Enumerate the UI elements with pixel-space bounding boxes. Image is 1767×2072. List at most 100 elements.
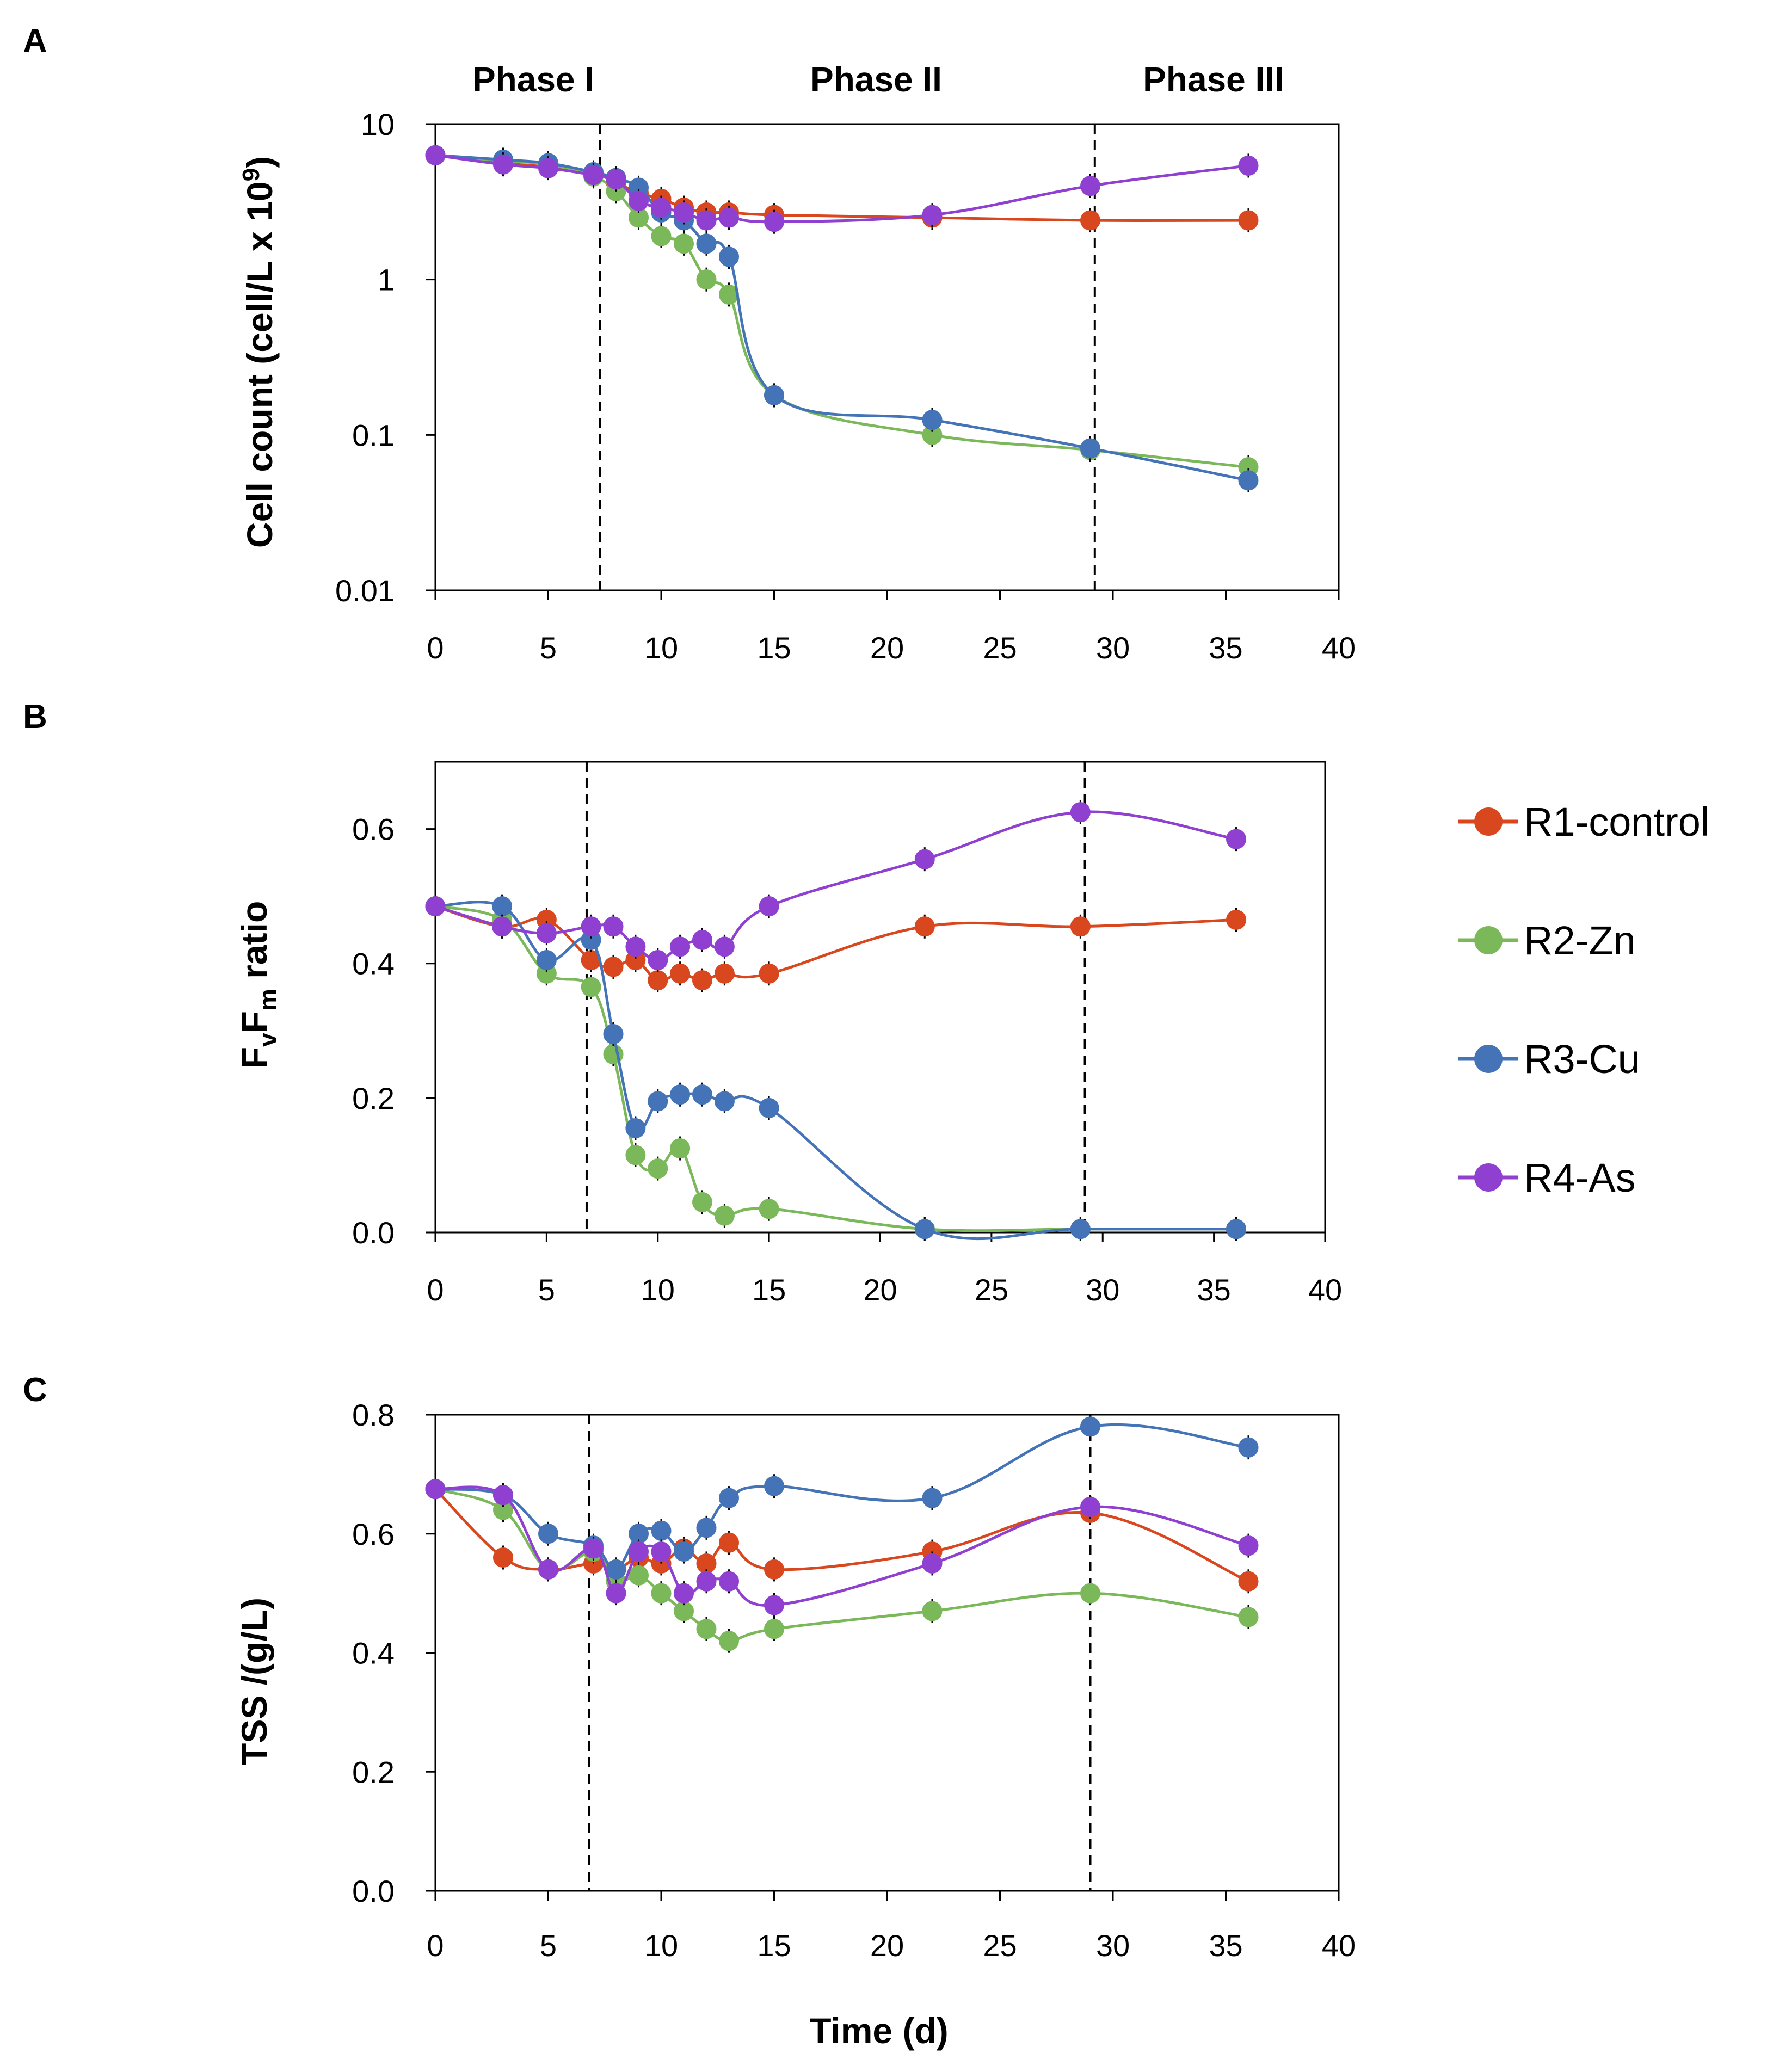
data-point	[625, 1145, 646, 1166]
y-tick-label: 10	[361, 107, 395, 141]
data-point	[674, 1541, 694, 1562]
x-tick-label: 5	[540, 1928, 557, 1963]
x-tick-label: 15	[757, 1928, 791, 1963]
data-point	[922, 205, 943, 225]
data-point	[719, 1571, 739, 1592]
data-point	[603, 1023, 624, 1044]
data-point	[692, 1084, 712, 1105]
x-tick-label: 0	[427, 1273, 444, 1307]
data-point	[492, 896, 513, 917]
x-tick-label: 25	[983, 631, 1017, 665]
data-point	[922, 1553, 943, 1574]
y-tick-label: 0.4	[352, 1636, 395, 1670]
data-point	[606, 1559, 626, 1580]
data-point	[1226, 1219, 1246, 1240]
data-point	[493, 154, 513, 175]
data-point	[1238, 1437, 1259, 1458]
x-tick-label: 25	[983, 1928, 1017, 1963]
legend-label: R4-As	[1524, 1155, 1636, 1200]
data-point	[629, 190, 649, 211]
data-point	[648, 950, 668, 971]
data-point	[674, 1583, 694, 1604]
y-tick-label: 0.2	[352, 1755, 395, 1789]
data-point	[714, 936, 735, 957]
data-point	[1226, 909, 1246, 930]
y-tick-label: 0.4	[352, 947, 395, 981]
x-tick-label: 20	[870, 631, 904, 665]
data-point	[581, 977, 601, 997]
data-point	[692, 970, 712, 991]
x-tick-label: 30	[1096, 631, 1130, 665]
y-tick-label: 0.6	[352, 812, 395, 847]
data-point	[1080, 1497, 1100, 1518]
data-point	[538, 158, 558, 178]
data-point	[922, 410, 943, 430]
data-point	[696, 269, 717, 290]
data-point	[764, 385, 784, 405]
data-point	[606, 1583, 626, 1604]
y-axis-label-c: TSS /(g/L)	[234, 1598, 274, 1765]
data-point	[1080, 210, 1100, 231]
data-point	[538, 1524, 558, 1544]
y-axis-label-b: FvFm ratio	[234, 901, 282, 1069]
data-point	[719, 1532, 739, 1553]
phase-labels: Phase I Phase II Phase III	[472, 60, 1284, 99]
data-point	[1238, 1607, 1259, 1627]
data-point	[696, 1518, 717, 1538]
data-point	[536, 950, 557, 971]
data-point	[1238, 1535, 1259, 1556]
y-tick-label: 0.6	[352, 1517, 395, 1551]
data-point	[670, 1138, 691, 1159]
data-point	[583, 165, 604, 186]
legend-marker	[1474, 807, 1503, 836]
panel-b-plot: 0 5 10 15 20 25 30 35 40 0.0 0.2 0.4 0.6	[352, 761, 1342, 1307]
data-point	[1238, 470, 1259, 491]
data-point	[914, 849, 935, 869]
x-tick-label: 35	[1209, 631, 1242, 665]
x-tick-label: 25	[975, 1273, 1008, 1307]
data-point	[606, 169, 626, 190]
data-point	[648, 1158, 668, 1179]
data-point	[696, 1619, 717, 1639]
data-point	[536, 923, 557, 943]
data-point	[696, 1571, 717, 1592]
data-point	[759, 1097, 779, 1118]
plot-frame	[434, 123, 1340, 591]
data-point	[759, 896, 779, 917]
x-tick-label: 40	[1322, 1928, 1356, 1963]
x-tick-label: 40	[1322, 631, 1356, 665]
legend-marker	[1474, 926, 1503, 954]
panel-letter-a: A	[23, 22, 47, 60]
data-point	[1070, 802, 1091, 823]
data-point	[719, 246, 739, 267]
plot-frame	[434, 761, 1326, 1234]
data-point	[670, 1084, 691, 1105]
data-point	[493, 1485, 513, 1506]
data-point	[583, 1538, 604, 1559]
data-point	[629, 1565, 649, 1586]
x-tick-label: 10	[644, 631, 678, 665]
data-point	[651, 226, 672, 246]
data-point	[696, 233, 717, 254]
y-tick-label: 0.2	[352, 1081, 395, 1115]
data-point	[629, 1541, 649, 1562]
series-line	[435, 153, 1249, 469]
plot-frame	[434, 1414, 1340, 1892]
x-tick-label: 30	[1096, 1928, 1130, 1963]
data-point	[603, 916, 624, 937]
data-point	[764, 1476, 784, 1496]
data-point	[714, 1091, 735, 1112]
y-tick-label: 0.01	[335, 574, 395, 608]
series-line	[435, 153, 1249, 482]
data-point	[493, 1547, 513, 1568]
data-point	[914, 916, 935, 937]
x-tick-label: 20	[863, 1273, 897, 1307]
data-point	[764, 1595, 784, 1615]
data-point	[719, 1488, 739, 1508]
data-point	[648, 970, 668, 991]
panel-letter-c: C	[23, 1371, 47, 1409]
phase-label-2: Phase II	[810, 60, 942, 99]
panel-a-plot: 0 5 10 15 20 25 30 35 40 0.01 0.1 1 10	[335, 107, 1356, 665]
data-point	[674, 202, 694, 223]
data-point	[1226, 829, 1246, 849]
